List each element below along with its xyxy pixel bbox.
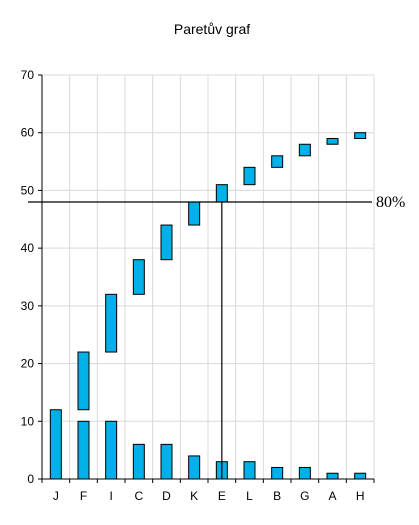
- cumulative-bar-K: [188, 201, 201, 226]
- x-tick-label-I: I: [109, 489, 112, 503]
- cumulative-bar-D: [160, 224, 173, 261]
- x-tick-label-B: B: [273, 489, 281, 503]
- grid: [42, 74, 375, 479]
- y-tick-label: 30: [21, 299, 35, 313]
- x-tick-label-F: F: [80, 489, 87, 503]
- y-tick-label: 0: [27, 472, 34, 486]
- cumulative-bar-L: [243, 166, 256, 186]
- bar-L: [243, 461, 256, 480]
- x-tick-label-K: K: [190, 489, 198, 503]
- bar-D: [160, 443, 173, 480]
- bar-B: [271, 466, 284, 480]
- reference-label-80-percent: 80%: [376, 194, 405, 211]
- cumulative-bar-C: [132, 259, 145, 295]
- x-tick-label-H: H: [356, 489, 365, 503]
- y-tick-label: 20: [21, 357, 35, 371]
- bar-J: [49, 409, 62, 480]
- y-tick-label: 60: [21, 126, 35, 140]
- cumulative-bar-I: [105, 293, 118, 353]
- reference-lines: [28, 201, 372, 479]
- y-tick-label: 40: [21, 241, 35, 255]
- cumulative-bar-G: [298, 143, 311, 157]
- cumulative-bar-A: [326, 137, 339, 145]
- bar-C: [132, 443, 145, 480]
- bar-F: [77, 420, 90, 480]
- bar-A: [326, 472, 339, 480]
- y-tick-label: 70: [21, 68, 35, 82]
- cumulative-bar-F: [77, 351, 90, 411]
- cumulative-bar-E: [215, 184, 228, 203]
- y-tick-labels: 0 10 20 30 40 50 60 70: [21, 68, 42, 486]
- x-tick-label-J: J: [53, 489, 59, 503]
- x-tick-label-D: D: [162, 489, 171, 503]
- bar-H: [354, 472, 367, 480]
- x-tick-label-G: G: [300, 489, 309, 503]
- y-tick-label: 50: [21, 183, 35, 197]
- x-tick-label-C: C: [134, 489, 143, 503]
- cumulative-bar-H: [354, 132, 367, 139]
- bar-G: [298, 466, 311, 480]
- cumulative-bar-B: [271, 155, 284, 168]
- chart-title: Paretův graf: [174, 21, 250, 37]
- bar-I: [105, 420, 118, 480]
- bar-K: [188, 455, 201, 480]
- x-tick-label-E: E: [218, 489, 226, 503]
- x-tick-label-L: L: [246, 489, 253, 503]
- y-tick-label: 10: [21, 414, 35, 428]
- x-tick-label-A: A: [328, 489, 336, 503]
